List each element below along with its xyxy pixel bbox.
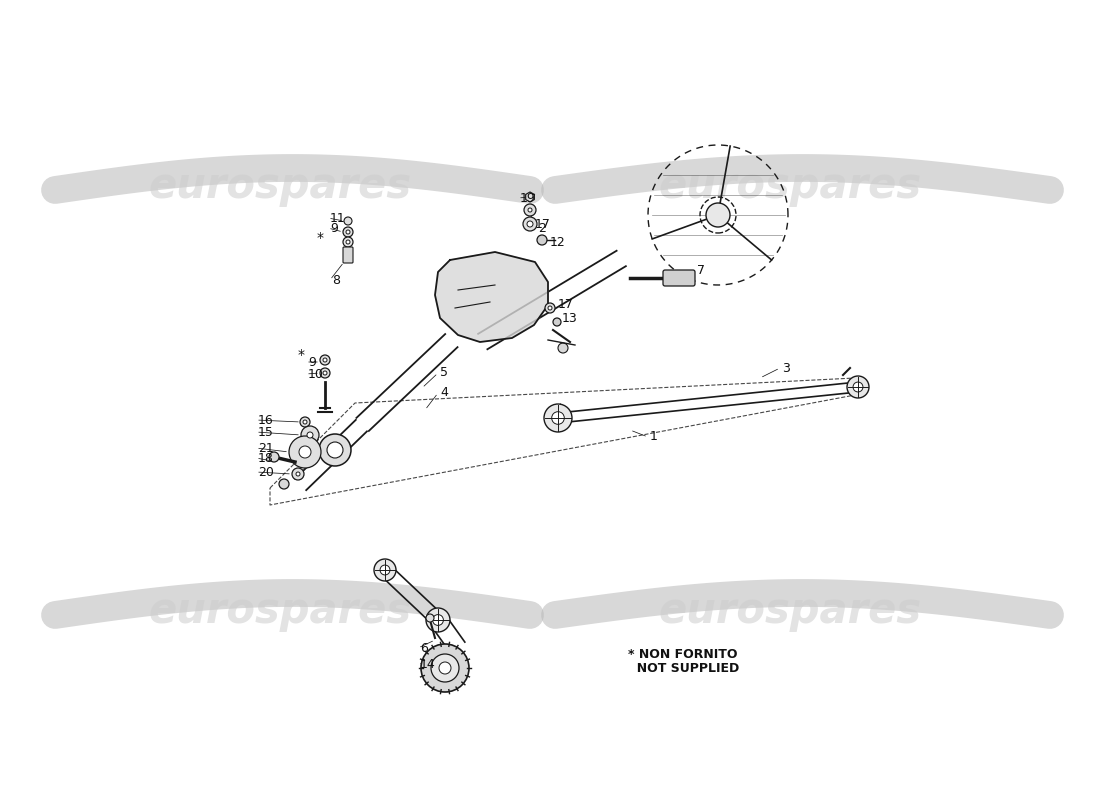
Circle shape [320, 368, 330, 378]
Circle shape [524, 204, 536, 216]
FancyBboxPatch shape [663, 270, 695, 286]
Circle shape [346, 240, 350, 244]
Circle shape [537, 235, 547, 245]
Text: * NON FORNITO: * NON FORNITO [628, 649, 737, 662]
Circle shape [299, 446, 311, 458]
Text: 3: 3 [782, 362, 790, 374]
Circle shape [374, 559, 396, 581]
Polygon shape [434, 252, 548, 342]
Circle shape [270, 452, 279, 462]
Circle shape [381, 565, 389, 575]
Circle shape [426, 608, 450, 632]
Circle shape [522, 217, 537, 231]
Text: 20: 20 [258, 466, 274, 478]
Text: 12: 12 [550, 237, 565, 250]
Text: 10: 10 [308, 367, 323, 381]
Circle shape [296, 472, 300, 476]
Text: 14: 14 [420, 658, 436, 671]
Circle shape [527, 221, 534, 227]
FancyBboxPatch shape [343, 247, 353, 263]
Text: eurospares: eurospares [659, 590, 922, 632]
Text: 17: 17 [535, 218, 551, 231]
Text: 15: 15 [258, 426, 274, 438]
Circle shape [548, 306, 552, 310]
Circle shape [343, 227, 353, 237]
Circle shape [323, 371, 327, 375]
Circle shape [300, 417, 310, 427]
Text: 9: 9 [308, 355, 316, 369]
Circle shape [544, 404, 572, 432]
Circle shape [439, 662, 451, 674]
Text: 4: 4 [440, 386, 448, 399]
Circle shape [327, 442, 343, 458]
Circle shape [426, 614, 434, 622]
Circle shape [319, 434, 351, 466]
Circle shape [528, 208, 532, 212]
Circle shape [344, 217, 352, 225]
Circle shape [544, 303, 556, 313]
Circle shape [847, 376, 869, 398]
Text: eurospares: eurospares [659, 165, 922, 207]
Text: 16: 16 [258, 414, 274, 426]
Text: 8: 8 [332, 274, 340, 286]
Text: 11: 11 [330, 211, 345, 225]
Circle shape [432, 614, 443, 626]
Text: 1: 1 [650, 430, 658, 443]
Text: 9: 9 [330, 222, 338, 234]
Text: 19: 19 [520, 191, 536, 205]
Circle shape [320, 355, 330, 365]
Circle shape [421, 644, 469, 692]
Circle shape [552, 412, 564, 424]
Text: *: * [317, 231, 324, 245]
Circle shape [279, 479, 289, 489]
Text: 13: 13 [562, 311, 578, 325]
Circle shape [558, 343, 568, 353]
Circle shape [323, 358, 327, 362]
Text: *: * [298, 348, 305, 362]
Circle shape [346, 230, 350, 234]
Text: 17: 17 [558, 298, 574, 311]
Circle shape [431, 654, 459, 682]
Circle shape [553, 318, 561, 326]
Text: NOT SUPPLIED: NOT SUPPLIED [628, 662, 739, 674]
Circle shape [302, 420, 307, 424]
Text: 2: 2 [538, 222, 546, 234]
Text: eurospares: eurospares [148, 590, 411, 632]
Text: 6: 6 [420, 642, 428, 654]
Circle shape [292, 468, 304, 480]
Circle shape [343, 237, 353, 247]
Text: eurospares: eurospares [148, 165, 411, 207]
Circle shape [301, 426, 319, 444]
Text: 5: 5 [440, 366, 448, 379]
Circle shape [307, 432, 314, 438]
Polygon shape [526, 192, 535, 202]
Text: 21: 21 [258, 442, 274, 454]
Text: 18: 18 [258, 451, 274, 465]
Circle shape [289, 436, 321, 468]
Circle shape [706, 203, 730, 227]
Circle shape [854, 382, 864, 392]
Text: 7: 7 [697, 263, 705, 277]
